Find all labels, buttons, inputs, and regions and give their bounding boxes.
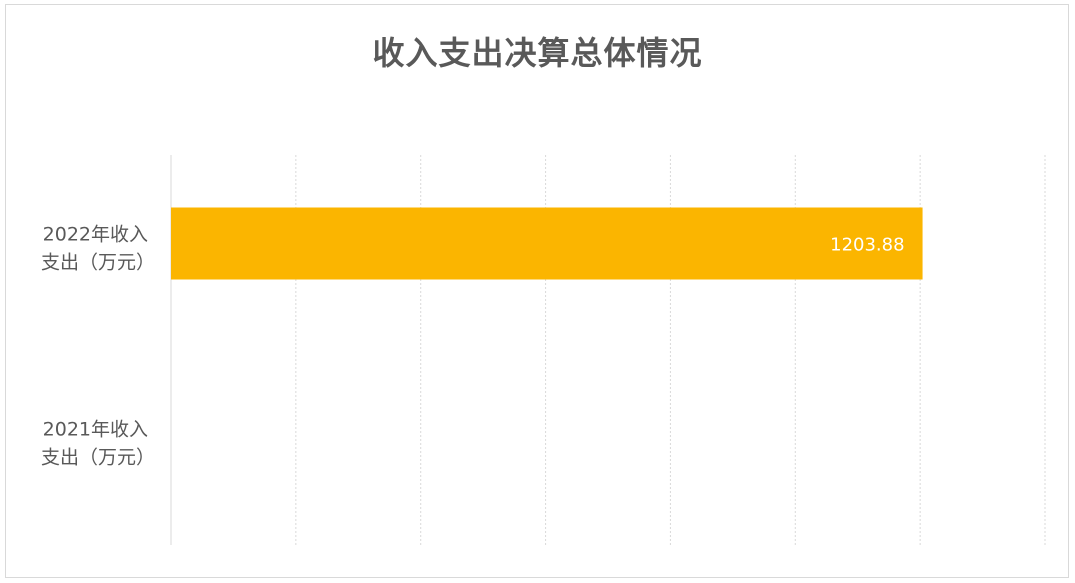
category-label: 2021年收入支出（万元） (41, 419, 155, 469)
data-label: 1203.88 (830, 235, 904, 256)
category-label: 2022年收入支出（万元） (41, 224, 155, 274)
bar (171, 207, 923, 280)
chart-title: 收入支出决算总体情况 (372, 34, 703, 72)
category-labels: 2022年收入支出（万元） 2021年收入支出（万元） (41, 224, 155, 469)
chart-frame (5, 4, 1069, 578)
bars: 1203.88 (171, 207, 923, 280)
